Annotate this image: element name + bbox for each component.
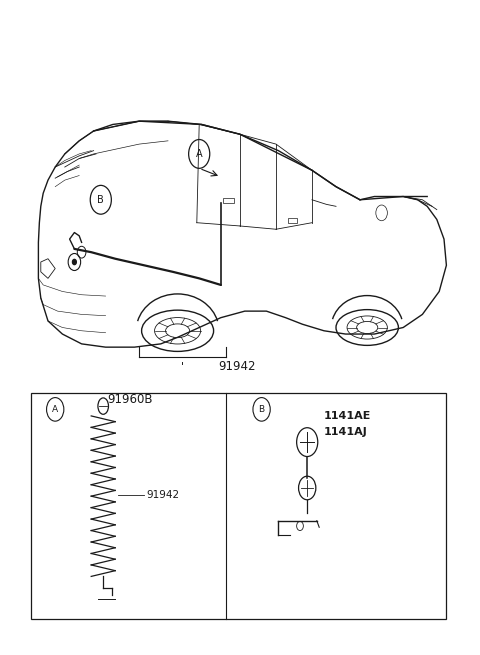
Bar (223, 198, 234, 203)
Bar (31, 393, 446, 619)
Text: A: A (196, 149, 203, 159)
Text: B: B (97, 195, 104, 205)
Text: 91942: 91942 (218, 360, 256, 373)
Text: 1141AE: 1141AE (324, 411, 372, 421)
Text: A: A (52, 405, 58, 414)
Text: 91942: 91942 (146, 489, 180, 500)
Bar (288, 218, 297, 223)
Text: B: B (259, 405, 264, 414)
Text: 1141AJ: 1141AJ (324, 427, 368, 438)
Circle shape (72, 259, 76, 265)
Text: 91960B: 91960B (107, 393, 152, 406)
